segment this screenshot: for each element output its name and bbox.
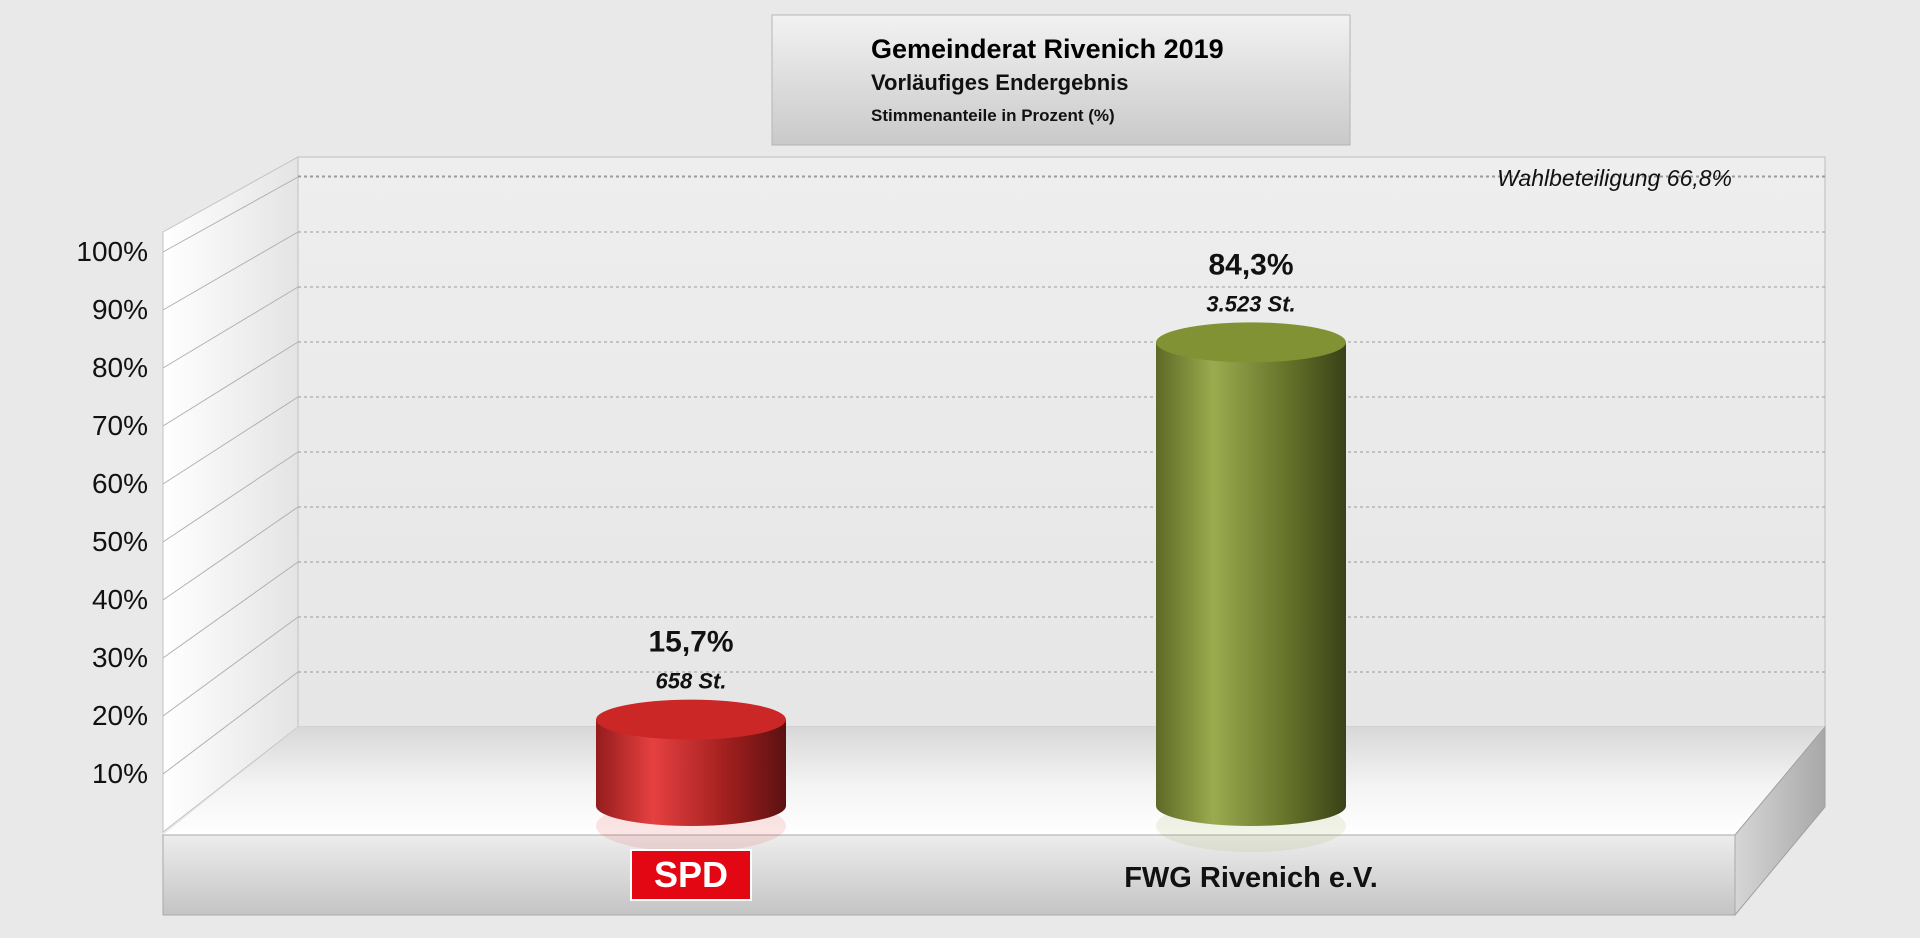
title-box: Gemeinderat Rivenich 2019 Vorläufiges En…: [771, 14, 1351, 146]
y-tick-label: 80%: [92, 352, 148, 383]
chart-subtitle: Vorläufiges Endergebnis: [871, 70, 1129, 95]
bars: 15,7% 658 St. 84,3% 3.523 St.: [596, 248, 1346, 852]
bar-1: 84,3% 3.523 St.: [1156, 248, 1346, 852]
gridline-side-30: [162, 561, 299, 659]
bar-top: [1156, 322, 1346, 363]
x-axis-categories: SPD FWG Rivenich e.V.: [630, 849, 1378, 901]
y-tick-label: 60%: [92, 468, 148, 499]
gridline-side-50: [162, 451, 299, 543]
gridline-side-90: [162, 231, 299, 311]
floor: [163, 727, 1825, 835]
y-tick-label: 10%: [92, 758, 148, 789]
y-tick-label: 20%: [92, 700, 148, 731]
bar-0: 15,7% 658 St.: [596, 626, 786, 852]
back-wall: [297, 156, 1826, 728]
bar-value-label: 15,7%: [648, 626, 733, 659]
left-wall: [162, 156, 299, 834]
spd-logo: SPD: [630, 849, 752, 901]
bar-body: [596, 719, 786, 826]
gridline-side-20: [162, 616, 299, 717]
gridlines: [162, 175, 1825, 775]
y-tick-label: 100%: [76, 236, 148, 267]
base-front-face: [162, 834, 1736, 916]
bar-votes-label: 3.523 St.: [1206, 291, 1295, 316]
chart-subtitle-2: Stimmenanteile in Prozent (%): [871, 106, 1115, 125]
gridline-side-40: [162, 506, 299, 601]
y-tick-label: 90%: [92, 294, 148, 325]
gridline-side-80: [162, 286, 299, 369]
y-tick-label: 40%: [92, 584, 148, 615]
gridline-side-60: [162, 396, 299, 485]
chart-title: Gemeinderat Rivenich 2019: [871, 34, 1224, 64]
turnout-annotation: Wahlbeteiligung 66,8%: [1497, 165, 1732, 191]
y-tick-label: 50%: [92, 526, 148, 557]
gridline-side-100: [162, 176, 299, 253]
bar-votes-label: 658 St.: [656, 669, 727, 694]
bar-top: [596, 699, 786, 740]
y-axis: 10% 20% 30% 40% 50% 60% 70% 80% 90% 100%: [76, 236, 148, 789]
bar-value-label: 84,3%: [1208, 248, 1293, 281]
gridline-side-70: [162, 341, 299, 427]
gridline-side-10: [162, 671, 299, 775]
bar-body: [1156, 342, 1346, 826]
category-label-1: FWG Rivenich e.V.: [1124, 862, 1378, 894]
y-tick-label: 30%: [92, 642, 148, 673]
category-label-0: SPD: [654, 854, 728, 895]
y-tick-label: 70%: [92, 410, 148, 441]
